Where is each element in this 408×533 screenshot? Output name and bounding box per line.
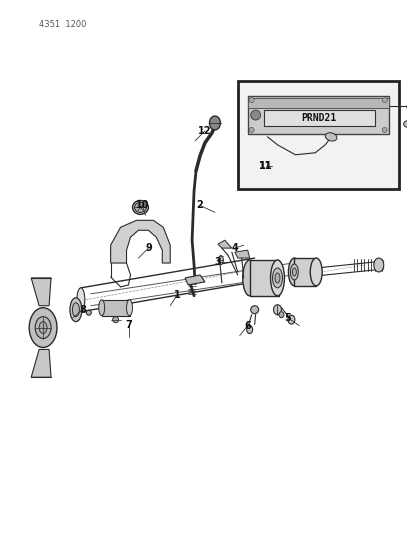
Text: 2: 2 (197, 200, 204, 211)
Bar (264, 110, 375, 126)
Text: 4: 4 (231, 243, 238, 253)
Ellipse shape (126, 300, 133, 316)
Ellipse shape (39, 321, 47, 334)
Ellipse shape (99, 300, 105, 316)
Ellipse shape (293, 268, 296, 276)
Ellipse shape (374, 258, 384, 272)
Circle shape (382, 127, 387, 132)
Ellipse shape (279, 312, 284, 318)
Polygon shape (218, 240, 232, 248)
Text: 11: 11 (259, 160, 272, 171)
Ellipse shape (273, 268, 282, 288)
Ellipse shape (209, 116, 220, 130)
Circle shape (382, 98, 387, 103)
Ellipse shape (288, 258, 300, 286)
Bar (248, 98, 389, 108)
Ellipse shape (275, 273, 280, 283)
Ellipse shape (243, 260, 257, 296)
Circle shape (249, 127, 254, 132)
Polygon shape (31, 350, 51, 377)
Ellipse shape (135, 203, 146, 212)
Ellipse shape (77, 288, 85, 312)
Ellipse shape (325, 133, 337, 141)
Ellipse shape (29, 308, 57, 348)
Text: 10: 10 (136, 200, 149, 211)
Ellipse shape (288, 315, 295, 324)
Text: 7: 7 (125, 320, 132, 329)
Circle shape (249, 98, 254, 103)
Polygon shape (185, 275, 205, 285)
Ellipse shape (86, 310, 91, 315)
Ellipse shape (273, 305, 282, 314)
Polygon shape (31, 278, 51, 306)
Text: 5: 5 (284, 313, 291, 322)
Ellipse shape (70, 298, 82, 321)
Ellipse shape (72, 303, 79, 317)
Text: 4351  1200: 4351 1200 (39, 20, 86, 29)
Bar (295, 258, 316, 286)
Bar (102, 300, 129, 316)
Ellipse shape (404, 120, 408, 127)
Ellipse shape (247, 326, 253, 334)
Bar (238, 81, 399, 189)
Ellipse shape (310, 258, 322, 286)
Ellipse shape (133, 200, 149, 214)
Circle shape (251, 110, 261, 120)
Text: 6: 6 (244, 320, 251, 330)
Ellipse shape (35, 317, 51, 338)
Bar (250, 260, 279, 296)
Ellipse shape (218, 256, 223, 264)
Text: 12: 12 (198, 126, 212, 136)
Ellipse shape (251, 306, 259, 314)
Text: 11: 11 (259, 160, 272, 171)
Text: 9: 9 (145, 243, 152, 253)
Ellipse shape (271, 260, 284, 296)
Polygon shape (111, 220, 170, 263)
Polygon shape (235, 250, 250, 258)
Text: PRND21: PRND21 (302, 113, 337, 123)
Text: 1: 1 (174, 290, 181, 300)
Ellipse shape (290, 264, 298, 280)
Text: 8: 8 (80, 305, 86, 314)
Ellipse shape (113, 317, 119, 322)
Text: 3: 3 (215, 257, 221, 267)
Bar (248, 96, 389, 134)
